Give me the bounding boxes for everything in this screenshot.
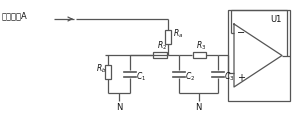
Text: N: N xyxy=(196,104,202,113)
Bar xyxy=(228,10,290,101)
Text: $C_2$: $C_2$ xyxy=(185,71,195,83)
Bar xyxy=(105,65,111,79)
Text: $R_b$: $R_b$ xyxy=(96,63,106,75)
Text: $C_1$: $C_1$ xyxy=(136,71,146,83)
Text: 电机端子A: 电机端子A xyxy=(2,11,28,20)
Text: $C_3$: $C_3$ xyxy=(224,71,234,83)
Text: $R_2$: $R_2$ xyxy=(157,40,167,52)
Text: +: + xyxy=(237,73,245,83)
Bar xyxy=(165,30,171,44)
Bar xyxy=(153,52,167,58)
Text: N: N xyxy=(116,104,122,113)
Text: U1: U1 xyxy=(270,15,281,24)
Text: −: − xyxy=(237,28,245,38)
Text: $R_3$: $R_3$ xyxy=(196,40,206,52)
Bar xyxy=(193,52,205,58)
Text: $R_a$: $R_a$ xyxy=(173,28,183,40)
